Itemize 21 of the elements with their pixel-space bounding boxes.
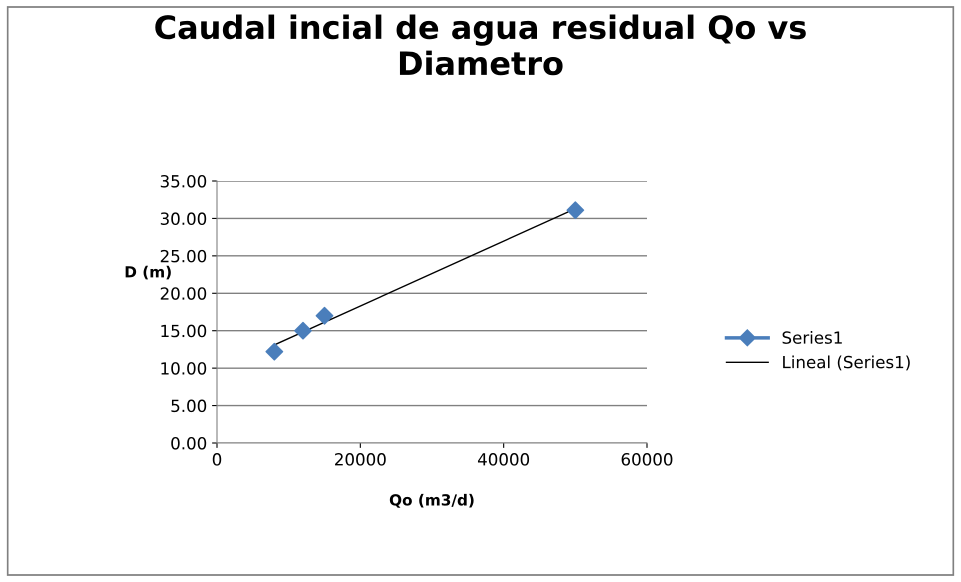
point bbox=[265, 342, 284, 361]
y-tick-label: 0.00 bbox=[171, 436, 206, 450]
y-tick-label: 10.00 bbox=[161, 362, 206, 375]
point bbox=[294, 322, 312, 340]
y-tick-label: 35.00 bbox=[160, 174, 206, 188]
x-tick-label: 40000 bbox=[478, 453, 530, 466]
x-tick-label: 0 bbox=[212, 453, 222, 466]
x-tick-label: 60000 bbox=[622, 453, 672, 466]
x-axis-title: Qo (m3/d) bbox=[390, 494, 474, 508]
chart-title: Caudal incial de agua residual Qo vs Diametro bbox=[155, 14, 806, 76]
y-tick-label: 25.00 bbox=[160, 250, 206, 262]
legend-label: Series1 bbox=[782, 331, 842, 344]
y-tick-label: 15.00 bbox=[161, 324, 206, 338]
point bbox=[316, 306, 334, 325]
legend-label: Lineal (Series1) bbox=[783, 355, 910, 370]
y-tick-label: 30.00 bbox=[160, 212, 206, 225]
y-tick-label: 20.00 bbox=[160, 287, 206, 300]
y-tick-label: 5.00 bbox=[171, 400, 206, 412]
y-axis-title: D (m) bbox=[126, 266, 171, 280]
x-tick-label: 20000 bbox=[335, 453, 386, 466]
point bbox=[566, 201, 584, 220]
